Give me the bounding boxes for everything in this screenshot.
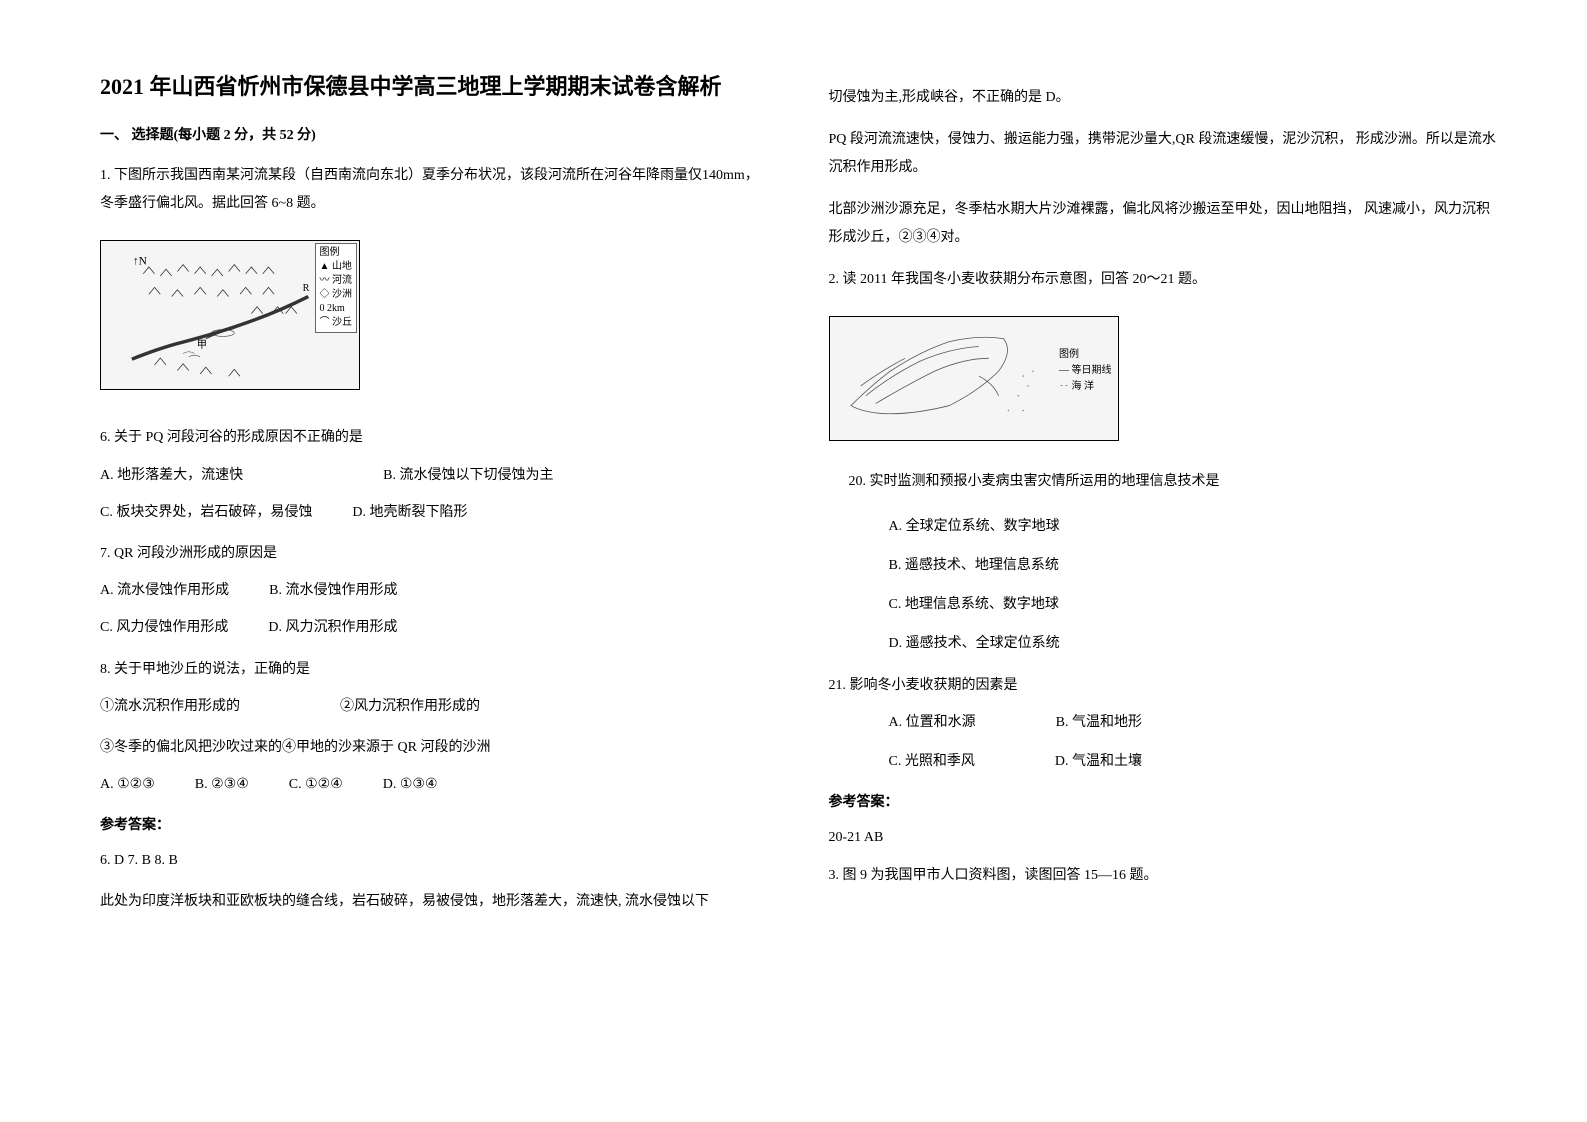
q6-optC: C. 板块交界处，岩石破碎，易侵蚀 xyxy=(100,500,312,525)
q1-answer-header: 参考答案： xyxy=(100,813,769,838)
q8-opts: A. ①②③ B. ②③④ C. ①②④ D. ①③④ xyxy=(100,772,769,797)
q6-optD: D. 地壳断裂下陷形 xyxy=(352,500,467,525)
q8-optC: C. ①②④ xyxy=(289,772,343,797)
q7-optA: A. 流水侵蚀作用形成 xyxy=(100,578,229,603)
q1-intro: 1. 下图所示我国西南某河流某段（自西南流向东北）夏季分布状况，该段河流所在河谷… xyxy=(100,162,769,218)
q1-exp4: 北部沙洲沙源充足，冬季枯水期大片沙滩裸露，偏北风将沙搬运至甲处，因山地阻挡， 风… xyxy=(829,196,1498,252)
q21-text: 21. 影响冬小麦收获期的因素是 xyxy=(829,673,1498,698)
q2-legend: 图例 — 等日期线 ╌ 海 洋 xyxy=(1059,347,1112,395)
q1-exp2: 切侵蚀为主,形成峡谷，不正确的是 D。 xyxy=(829,84,1498,112)
q7-text: 7. QR 河段沙洲形成的原因是 xyxy=(100,541,769,566)
q6-optA: A. 地形落差大，流速快 xyxy=(100,463,243,488)
q2-figure: 图例 — 等日期线 ╌ 海 洋 xyxy=(829,316,1119,441)
q2-intro: 2. 读 2011 年我国冬小麦收获期分布示意图，回答 20～21 题。 xyxy=(829,266,1498,294)
q6-row1: A. 地形落差大，流速快 B. 流水侵蚀以下切侵蚀为主 xyxy=(100,463,769,488)
svg-text:R: R xyxy=(303,283,310,294)
q2-legend-isoline: — 等日期线 xyxy=(1059,363,1112,379)
q20-text: 20. 实时监测和预报小麦病虫害灾情所运用的地理信息技术是 xyxy=(829,467,1498,498)
q20-optC: C. 地理信息系统、数字地球 xyxy=(829,592,1498,617)
q21-optD: D. 气温和土壤 xyxy=(1055,749,1142,774)
section-1-header: 一、 选择题(每小题 2 分，共 52 分) xyxy=(100,123,769,148)
q8-text: 8. 关于甲地沙丘的说法，正确的是 xyxy=(100,657,769,682)
q8-optA: A. ①②③ xyxy=(100,772,155,797)
q21-optB: B. 气温和地形 xyxy=(1056,710,1142,735)
svg-text:↑N: ↑N xyxy=(133,256,147,268)
q6-text: 6. 关于 PQ 河段河谷的形成原因不正确的是 xyxy=(100,425,769,450)
q2-legend-sea: ╌ 海 洋 xyxy=(1059,379,1112,395)
q6-optB: B. 流水侵蚀以下切侵蚀为主 xyxy=(383,463,553,488)
legend-sandbank: ◇ 沙洲 xyxy=(320,288,353,302)
legend-scale: 0 2km xyxy=(320,302,353,316)
legend-mountain: ▲ 山地 xyxy=(320,260,353,274)
q1-legend: 图例 ▲ 山地 〰 河流 ◇ 沙洲 0 2km ⌒ 沙丘 xyxy=(315,243,358,333)
exam-page: 2021 年山西省忻州市保德县中学高三地理上学期期末试卷含解析 一、 选择题(每… xyxy=(100,70,1497,930)
q1-exp3: PQ 段河流流速快，侵蚀力、搬运能力强，携带泥沙量大,QR 段流速缓慢，泥沙沉积… xyxy=(829,126,1498,182)
q20-options: A. 全球定位系统、数字地球 B. 遥感技术、地理信息系统 C. 地理信息系统、… xyxy=(829,514,1498,657)
right-column: 切侵蚀为主,形成峡谷，不正确的是 D。 PQ 段河流流速快，侵蚀力、搬运能力强，… xyxy=(829,70,1498,930)
q1-exp1: 此处为印度洋板块和亚欧板块的缝合线，岩石破碎，易被侵蚀，地形落差大，流速快, 流… xyxy=(100,888,769,916)
legend-title: 图例 xyxy=(320,246,353,260)
q2-legend-title: 图例 xyxy=(1059,347,1112,363)
q1-figure: ↑N 甲 R xyxy=(100,240,360,390)
exam-title: 2021 年山西省忻州市保德县中学高三地理上学期期末试卷含解析 xyxy=(100,70,769,103)
q20-optB: B. 遥感技术、地理信息系统 xyxy=(829,553,1498,578)
q6-row2: C. 板块交界处，岩石破碎，易侵蚀 D. 地壳断裂下陷形 xyxy=(100,500,769,525)
q3-intro: 3. 图 9 为我国甲市人口资料图，读图回答 15—16 题。 xyxy=(829,862,1498,890)
q21-row1: A. 位置和水源 B. 气温和地形 xyxy=(829,710,1498,735)
legend-dune: ⌒ 沙丘 xyxy=(320,316,353,330)
q8-line2: ③冬季的偏北风把沙吹过来的④甲地的沙来源于 QR 河段的沙洲 xyxy=(100,735,769,760)
q21-optA: A. 位置和水源 xyxy=(889,710,976,735)
q7-row2: C. 风力侵蚀作用形成 D. 风力沉积作用形成 xyxy=(100,615,769,640)
q21-row2: C. 光照和季风 D. 气温和土壤 xyxy=(829,749,1498,774)
q1-answer-line: 6. D 7. B 8. B xyxy=(100,848,769,873)
q2-answer-header: 参考答案： xyxy=(829,790,1498,815)
svg-text:甲: 甲 xyxy=(197,340,207,351)
q8-optD: D. ①③④ xyxy=(383,772,438,797)
legend-river: 〰 河流 xyxy=(320,274,353,288)
q8-line1: ①流水沉积作用形成的 ②风力沉积作用形成的 xyxy=(100,694,769,719)
q8-stmt2: ②风力沉积作用形成的 xyxy=(340,694,480,719)
q20-optA: A. 全球定位系统、数字地球 xyxy=(829,514,1498,539)
q2-answer-line: 20-21 AB xyxy=(829,825,1498,850)
q21-optC: C. 光照和季风 xyxy=(889,749,975,774)
q7-optD: D. 风力沉积作用形成 xyxy=(268,615,397,640)
q20-optD: D. 遥感技术、全球定位系统 xyxy=(829,631,1498,656)
q7-row1: A. 流水侵蚀作用形成 B. 流水侵蚀作用形成 xyxy=(100,578,769,603)
q8-stmt1: ①流水沉积作用形成的 xyxy=(100,694,240,719)
q7-optB: B. 流水侵蚀作用形成 xyxy=(269,578,397,603)
q7-optC: C. 风力侵蚀作用形成 xyxy=(100,615,228,640)
left-column: 2021 年山西省忻州市保德县中学高三地理上学期期末试卷含解析 一、 选择题(每… xyxy=(100,70,769,930)
q8-optB: B. ②③④ xyxy=(195,772,249,797)
